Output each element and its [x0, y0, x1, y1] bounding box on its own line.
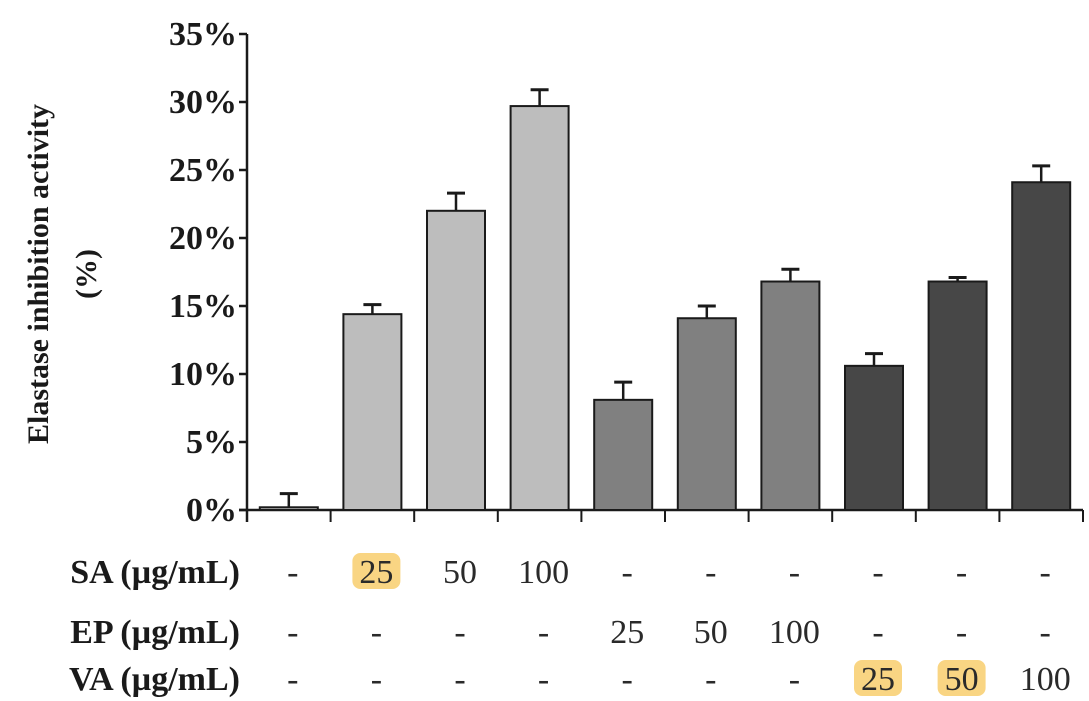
- treatment-cell: 100: [1020, 661, 1071, 698]
- bar: [844, 364, 904, 511]
- y-tick-label: 10%: [169, 356, 237, 393]
- treatment-cell: 100: [769, 614, 820, 651]
- bar: [927, 280, 988, 511]
- treatment-cell: -: [454, 661, 465, 698]
- treatment-cell: -: [1040, 554, 1051, 591]
- bar: [426, 209, 486, 512]
- treatment-cell: 25: [861, 661, 895, 698]
- treatment-cell: 50: [443, 554, 477, 591]
- y-tick-label: 25%: [169, 152, 237, 189]
- y-tick-label: 30%: [169, 84, 237, 121]
- treatment-cell: -: [622, 554, 633, 591]
- y-axis-label: Elastase inhibition activity (%): [22, 104, 103, 444]
- treatment-cell: 25: [359, 554, 393, 591]
- treatment-cell: -: [789, 661, 800, 698]
- treatment-table: SA (µg/mL) - 25 50 100 - - - - - - EP (µg/mL) - - - - 25…: [69, 554, 1071, 698]
- cell-highlights: [352, 553, 986, 696]
- treatment-cell: -: [705, 554, 716, 591]
- bar: [760, 280, 821, 511]
- bar: [509, 105, 570, 512]
- treatment-cell: -: [538, 614, 549, 651]
- treatment-cell: 100: [518, 554, 569, 591]
- y-axis-label-line-1: Elastase inhibition activity: [22, 104, 55, 444]
- treatment-row-label: VA (µg/mL): [69, 661, 240, 698]
- cell-highlight: [352, 553, 401, 589]
- y-tick-label: 0%: [186, 492, 237, 529]
- y-axis-label-line-2: (%): [70, 249, 103, 299]
- treatment-cell: -: [371, 661, 382, 698]
- cell-highlight: [854, 660, 902, 696]
- treatment-cell: -: [622, 661, 633, 698]
- y-tick-label: 20%: [169, 220, 237, 257]
- treatment-cell: 25: [610, 614, 644, 651]
- treatment-cell: 50: [945, 661, 979, 698]
- error-bars: [279, 88, 1051, 508]
- treatment-cell: -: [956, 614, 967, 651]
- y-tick-label: 35%: [169, 16, 237, 53]
- treatment-cell: -: [789, 554, 800, 591]
- treatment-row-label: EP (µg/mL): [70, 614, 240, 651]
- bar: [1011, 181, 1072, 512]
- bar: [342, 313, 403, 511]
- bar: [258, 506, 319, 511]
- treatment-row-label: SA (µg/mL): [70, 554, 240, 591]
- treatment-cell: -: [287, 661, 298, 698]
- treatment-cell: -: [287, 554, 298, 591]
- treatment-cell: -: [705, 661, 716, 698]
- treatment-cell: 50: [694, 614, 728, 651]
- treatment-cell: -: [1040, 614, 1051, 651]
- y-tick-label: 15%: [169, 288, 237, 325]
- treatment-cell: -: [872, 554, 883, 591]
- treatment-cell: -: [956, 554, 967, 591]
- treatment-cell: -: [287, 614, 298, 651]
- treatment-cell: -: [454, 614, 465, 651]
- y-tick-label: 5%: [186, 424, 237, 461]
- bars: [258, 105, 1072, 512]
- treatment-cell: -: [371, 614, 382, 651]
- bar: [593, 398, 654, 511]
- treatment-cell: -: [872, 614, 883, 651]
- bar: [676, 317, 737, 511]
- treatment-cell: -: [538, 661, 549, 698]
- y-ticks: 0% 5% 10% 15% 20% 25% 30% 35%: [169, 16, 247, 529]
- cell-highlight: [937, 660, 986, 696]
